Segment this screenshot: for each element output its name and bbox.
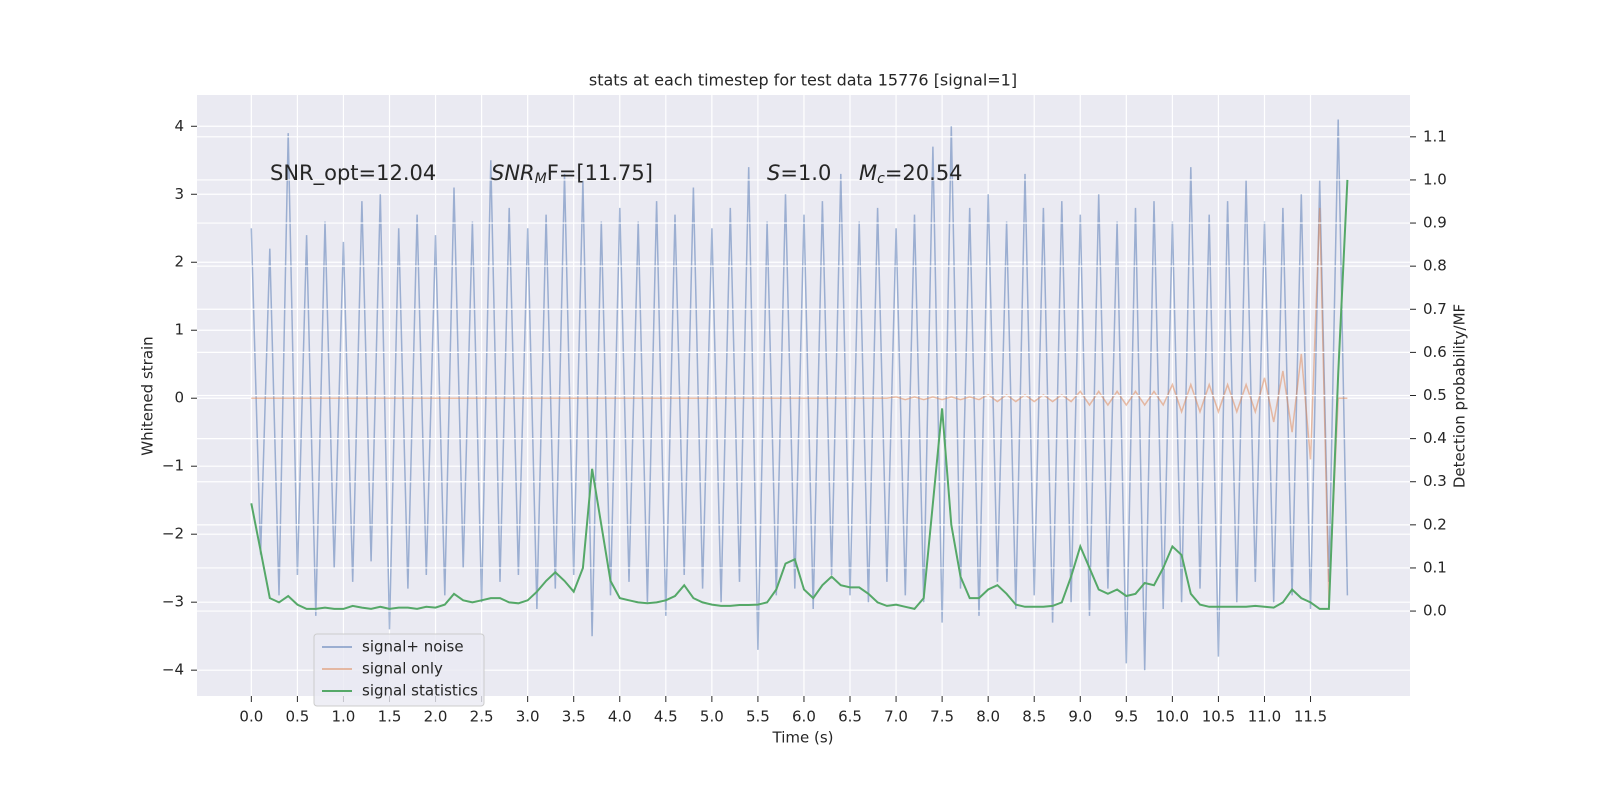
- series-line: [250, 179, 1349, 611]
- annotation-part: c: [877, 171, 885, 187]
- x-tick-label: 3.5: [562, 708, 586, 726]
- x-axis-label: Time (s): [772, 729, 834, 747]
- x-tick-label: 4.0: [608, 708, 632, 726]
- x-tick-label: 3.0: [516, 708, 540, 726]
- x-tick-label: 2.5: [470, 708, 494, 726]
- y2-axis-label: Detection probability/MF: [1451, 304, 1469, 488]
- y-axis-label: Whitened strain: [139, 336, 157, 455]
- y2-tick-label: 0.0: [1423, 602, 1447, 620]
- y2-tick-label: 0.7: [1423, 300, 1447, 318]
- y-tick-label: −3: [162, 593, 184, 611]
- y2-tick-label: 1.1: [1423, 127, 1447, 145]
- x-tick-label: 7.0: [884, 708, 908, 726]
- legend-label: signal statistics: [362, 682, 478, 700]
- x-tick-label: 5.5: [746, 708, 770, 726]
- annotation: Mc=20.54: [859, 161, 963, 187]
- marks: [250, 119, 1349, 671]
- x-tick-label: 8.0: [976, 708, 1000, 726]
- y-tick-label: 1: [174, 321, 184, 339]
- x-tick-label: 9.0: [1068, 708, 1092, 726]
- series-line: [251, 207, 1348, 603]
- y-tick-label: −4: [162, 661, 184, 679]
- x-tick-label: 0.0: [239, 708, 263, 726]
- y-tick-label: 2: [174, 253, 184, 271]
- x-tick-label: 5.0: [700, 708, 724, 726]
- annotation-part: F=[11.75]: [547, 161, 653, 185]
- annotation-part: M: [859, 161, 877, 185]
- annotation: S=1.0: [767, 161, 831, 185]
- y2-tick-label: 0.1: [1423, 558, 1447, 576]
- annotation-part: SNR_opt=12.04: [270, 161, 436, 186]
- x-tick-label: 10.5: [1202, 708, 1235, 726]
- annotation-part: M: [535, 171, 547, 187]
- y2-tick-label: 0.9: [1423, 214, 1447, 232]
- grid2: [197, 136, 1410, 612]
- x-tick-label: 2.0: [424, 708, 448, 726]
- y2-tick-label: 0.6: [1423, 343, 1447, 361]
- chart-title: stats at each timestep for test data 157…: [589, 71, 1017, 90]
- x-tick-label: 9.5: [1114, 708, 1138, 726]
- x-tick-label: 1.0: [332, 708, 356, 726]
- annotation: SNRMF=[11.75]: [491, 161, 653, 187]
- x-tick-label: 6.5: [838, 708, 862, 726]
- y-tick-label: 3: [174, 185, 184, 203]
- x-tick-label: 7.5: [930, 708, 954, 726]
- annotation: SNR_opt=12.04: [270, 161, 436, 186]
- y-tick-label: 4: [174, 117, 184, 135]
- y2-tick-label: 0.8: [1423, 257, 1447, 275]
- annotation-part: =1.0: [780, 161, 831, 185]
- legend-label: signal only: [362, 660, 443, 678]
- x-tick-label: 4.5: [654, 708, 678, 726]
- y-tick-label: −2: [162, 525, 184, 543]
- annotation-part: =20.54: [885, 161, 963, 185]
- annotation-part: S: [767, 161, 780, 185]
- y-tick-label: 0: [174, 389, 184, 407]
- x-tick-label: 10.0: [1156, 708, 1189, 726]
- annotation-part: SNR: [491, 161, 535, 185]
- x-tick-label: 11.0: [1248, 708, 1281, 726]
- y2-tick-label: 0.2: [1423, 515, 1447, 533]
- y2-tick-label: 0.3: [1423, 472, 1447, 490]
- x-tick-label: 8.5: [1022, 708, 1046, 726]
- legend-label: signal+ noise: [362, 638, 464, 656]
- x-tick-label: 1.5: [378, 708, 402, 726]
- y2-tick-label: 0.5: [1423, 386, 1447, 404]
- y-tick-label: −1: [162, 457, 184, 475]
- lines2: [250, 179, 1349, 611]
- x-tick-label: 11.5: [1294, 708, 1327, 726]
- x-tick-label: 0.5: [285, 708, 309, 726]
- x-tick-label: 6.0: [792, 708, 816, 726]
- legend-box: [313, 633, 485, 707]
- labels: 0.0 0.5 1.0 1.5 2.0 2.5 3.0 3.5 4.0 4.5 5.0 5.5 6.0 6…: [162, 117, 1447, 726]
- y2-tick-label: 1.0: [1423, 170, 1447, 188]
- y2-tick-label: 0.4: [1423, 429, 1447, 447]
- series-line: [250, 119, 1349, 671]
